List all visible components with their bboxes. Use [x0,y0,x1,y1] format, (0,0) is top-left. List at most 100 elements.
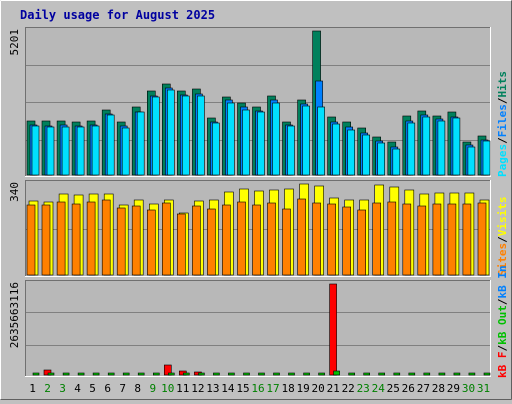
bar-kb-out [363,372,371,376]
x-axis-label-day-21: 21 [327,382,340,395]
x-axis-label-day-2: 2 [44,382,51,395]
bar-sites [387,201,397,276]
bar-kb-f [164,364,172,376]
x-axis-label-day-10: 10 [161,382,174,395]
bar-sites [207,208,216,276]
bar-kb-out [333,370,340,376]
x-axis-label-day-15: 15 [236,382,249,395]
bar-kb-out [288,372,295,376]
panel1-ymax-label: 5201 [8,29,21,56]
bar-pages [467,146,476,176]
bar-sites [267,202,276,276]
bar-sites [116,207,126,276]
bar-pages [91,125,100,176]
bar-pages [392,148,401,176]
bar-pages [182,95,190,176]
bar-pages [377,142,386,176]
x-axis-label-day-13: 13 [206,382,219,395]
x-axis-label-day-26: 26 [402,382,415,395]
chart-panels [25,27,491,377]
panel2-legend: Sites/Visits [496,197,509,277]
x-axis-label-day-25: 25 [387,382,400,395]
x-axis-label-day-22: 22 [342,382,355,395]
bar-kb-out [32,372,40,376]
legend-visits: Visits [496,197,509,237]
bar-sites [477,202,487,276]
x-axis-label-day-3: 3 [59,382,66,395]
x-axis-label-day-27: 27 [417,382,430,395]
x-axis-label-day-16: 16 [251,382,264,395]
legend-hits: Hits [496,71,509,98]
x-axis-label-day-11: 11 [176,382,189,395]
panel2-ymax-label: 340 [8,182,21,202]
bar-sites [432,203,442,276]
bar-kb-out [198,372,205,376]
bar-pages [347,129,356,176]
bar-kb-out [423,372,431,376]
bar-pages [437,120,446,176]
bar-pages [272,102,280,176]
bar-sites [462,203,472,276]
x-axis-labels: 1 2 3 4 5 6 7 8 9 10 11 12 13 14 15 16 17 18 19 20 21 22 23 24 2… [29,382,490,395]
bar-pages [136,111,145,176]
bar-kb-out [258,372,265,376]
bar-pages [212,122,220,176]
bar-kb-out [453,372,461,376]
x-axis-label-day-5: 5 [89,382,96,395]
x-axis-label-day-28: 28 [432,382,445,395]
bar-kb-out [228,372,235,376]
bar-pages [76,126,85,176]
bar-kb-out [468,372,476,376]
legend-sep: / [496,97,509,104]
bar-kb-out [318,372,325,376]
bar-sites [327,203,336,276]
bar-pages [302,105,310,176]
bar-sites [297,198,306,276]
bar-pages [362,134,371,176]
legend-pages: Pages [496,144,509,177]
bar-sites [447,203,457,276]
x-axis-label-day-23: 23 [357,382,370,395]
bar-kb-out [243,372,250,376]
bar-sites [26,204,36,276]
chart-title: Daily usage for August 2025 [20,8,215,22]
bar-pages [407,122,416,176]
bar-pages [61,126,70,176]
bar-kb-out [408,372,416,376]
panel1-legend: Pages/Files/Hits [496,71,509,177]
panel3-ymax-label: 2635663116 [8,282,21,348]
bar-pages [452,117,461,176]
bar-kb-out [122,372,130,376]
x-axis-label-day-19: 19 [296,382,309,395]
bar-pages [106,114,115,176]
bar-pages [121,127,130,176]
bar-kb-out [47,372,55,376]
bar-sites [131,205,141,276]
x-axis-label-day-29: 29 [447,382,460,395]
bar-sites [86,201,96,276]
bar-kb-out [183,372,190,376]
bar-sites [282,208,291,276]
bar-sites [192,205,201,276]
panel-traffic-bg [25,280,491,377]
bar-pages [287,125,295,176]
bar-kb-f [329,283,337,376]
x-axis-label-day-14: 14 [221,382,235,395]
x-axis-label-day-30: 30 [462,382,475,395]
bar-sites [372,202,382,276]
bar-pages [332,123,340,176]
legend-files: Files [496,104,509,137]
bar-sites [41,204,51,276]
bar-sites [402,203,412,276]
x-axis-label-day-1: 1 [29,382,36,395]
bar-kb-out [348,372,356,376]
x-axis-label-day-4: 4 [74,382,81,395]
bar-pages [227,102,235,176]
bar-sites [177,213,186,276]
bar-kb-out [153,372,160,376]
bar-kb-f [43,369,52,376]
x-axis-label-day-20: 20 [311,382,324,395]
bar-kb-out [168,372,175,376]
